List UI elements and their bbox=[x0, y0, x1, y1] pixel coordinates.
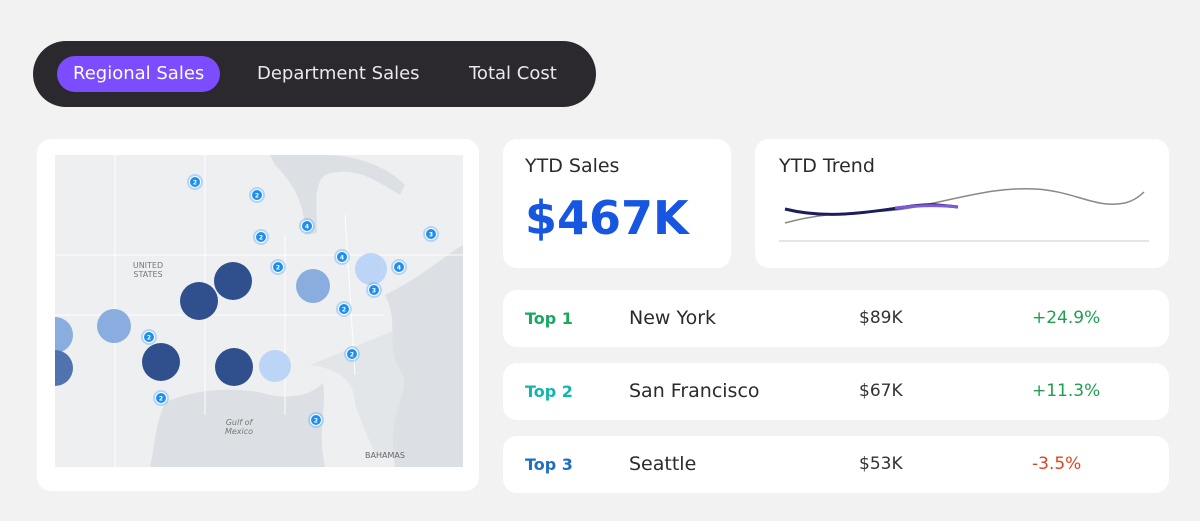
cluster-marker bbox=[368, 284, 380, 296]
cluster-marker bbox=[346, 348, 358, 360]
cluster-count: 2 bbox=[259, 235, 263, 242]
cluster-count: 2 bbox=[193, 180, 197, 187]
map-label: STATES bbox=[133, 270, 162, 279]
cluster-marker bbox=[189, 176, 201, 188]
cluster-count: 4 bbox=[397, 265, 401, 272]
cluster-marker bbox=[155, 392, 167, 404]
cluster-marker bbox=[393, 261, 405, 273]
map-label: Gulf of bbox=[226, 418, 254, 427]
cluster-count: 2 bbox=[147, 335, 151, 342]
change: +24.9% bbox=[1032, 308, 1101, 328]
cluster-count: 2 bbox=[342, 307, 346, 314]
city: New York bbox=[629, 307, 717, 329]
cluster-count: 4 bbox=[305, 224, 309, 231]
map-card: UNITED STATES Gulf of Mexico BAHAMAS 2 2 4 2 3 4 4 2… bbox=[37, 139, 479, 491]
cluster-marker bbox=[301, 220, 313, 232]
cluster-marker bbox=[425, 228, 437, 240]
city: San Francisco bbox=[629, 380, 760, 402]
cluster-marker bbox=[143, 331, 155, 343]
cluster-count: 2 bbox=[255, 193, 259, 200]
cluster-marker bbox=[310, 414, 322, 426]
change: -3.5% bbox=[1032, 454, 1082, 474]
cluster-marker bbox=[336, 251, 348, 263]
ytd-trend-card: YTD Trend bbox=[755, 139, 1169, 268]
map-label: Mexico bbox=[225, 427, 253, 436]
cluster-marker bbox=[251, 189, 263, 201]
tab[interactable]: Regional Sales bbox=[57, 56, 221, 92]
card-title: YTD Sales bbox=[525, 155, 620, 177]
top-row: Top 1 New York $89K +24.9% bbox=[503, 290, 1169, 347]
rank: Top 1 bbox=[525, 309, 573, 328]
top-row: Top 3 Seattle $53K -3.5% bbox=[503, 436, 1169, 493]
sales: $89K bbox=[859, 308, 903, 328]
cluster-marker bbox=[255, 231, 267, 243]
ytd-sales-card: YTD Sales $467K bbox=[503, 139, 731, 268]
cluster-count: 2 bbox=[314, 418, 318, 425]
sales: $67K bbox=[859, 381, 903, 401]
cluster-count: 2 bbox=[159, 396, 163, 403]
tab[interactable]: Total Cost bbox=[469, 63, 557, 84]
tab[interactable]: Department Sales bbox=[257, 63, 420, 84]
rank: Top 3 bbox=[525, 455, 573, 474]
cluster-count: 4 bbox=[340, 255, 344, 262]
card-title: YTD Trend bbox=[779, 155, 875, 177]
top-row: Top 2 San Francisco $67K +11.3% bbox=[503, 363, 1169, 420]
sparkline bbox=[779, 187, 1149, 242]
cluster-count: 2 bbox=[350, 352, 354, 359]
change: +11.3% bbox=[1032, 381, 1101, 401]
city: Seattle bbox=[629, 453, 697, 475]
cluster-marker bbox=[338, 303, 350, 315]
tab-bar: Regional Sales Department Sales Total Co… bbox=[33, 41, 596, 107]
cluster-count: 3 bbox=[429, 232, 433, 239]
sales: $53K bbox=[859, 454, 903, 474]
rank: Top 2 bbox=[525, 382, 573, 401]
cluster-count: 3 bbox=[372, 288, 376, 295]
kpi-value: $467K bbox=[525, 191, 689, 245]
map-label: BAHAMAS bbox=[365, 451, 405, 460]
map-label: UNITED bbox=[133, 261, 163, 270]
cluster-marker bbox=[272, 261, 284, 273]
cluster-count: 2 bbox=[276, 265, 280, 272]
